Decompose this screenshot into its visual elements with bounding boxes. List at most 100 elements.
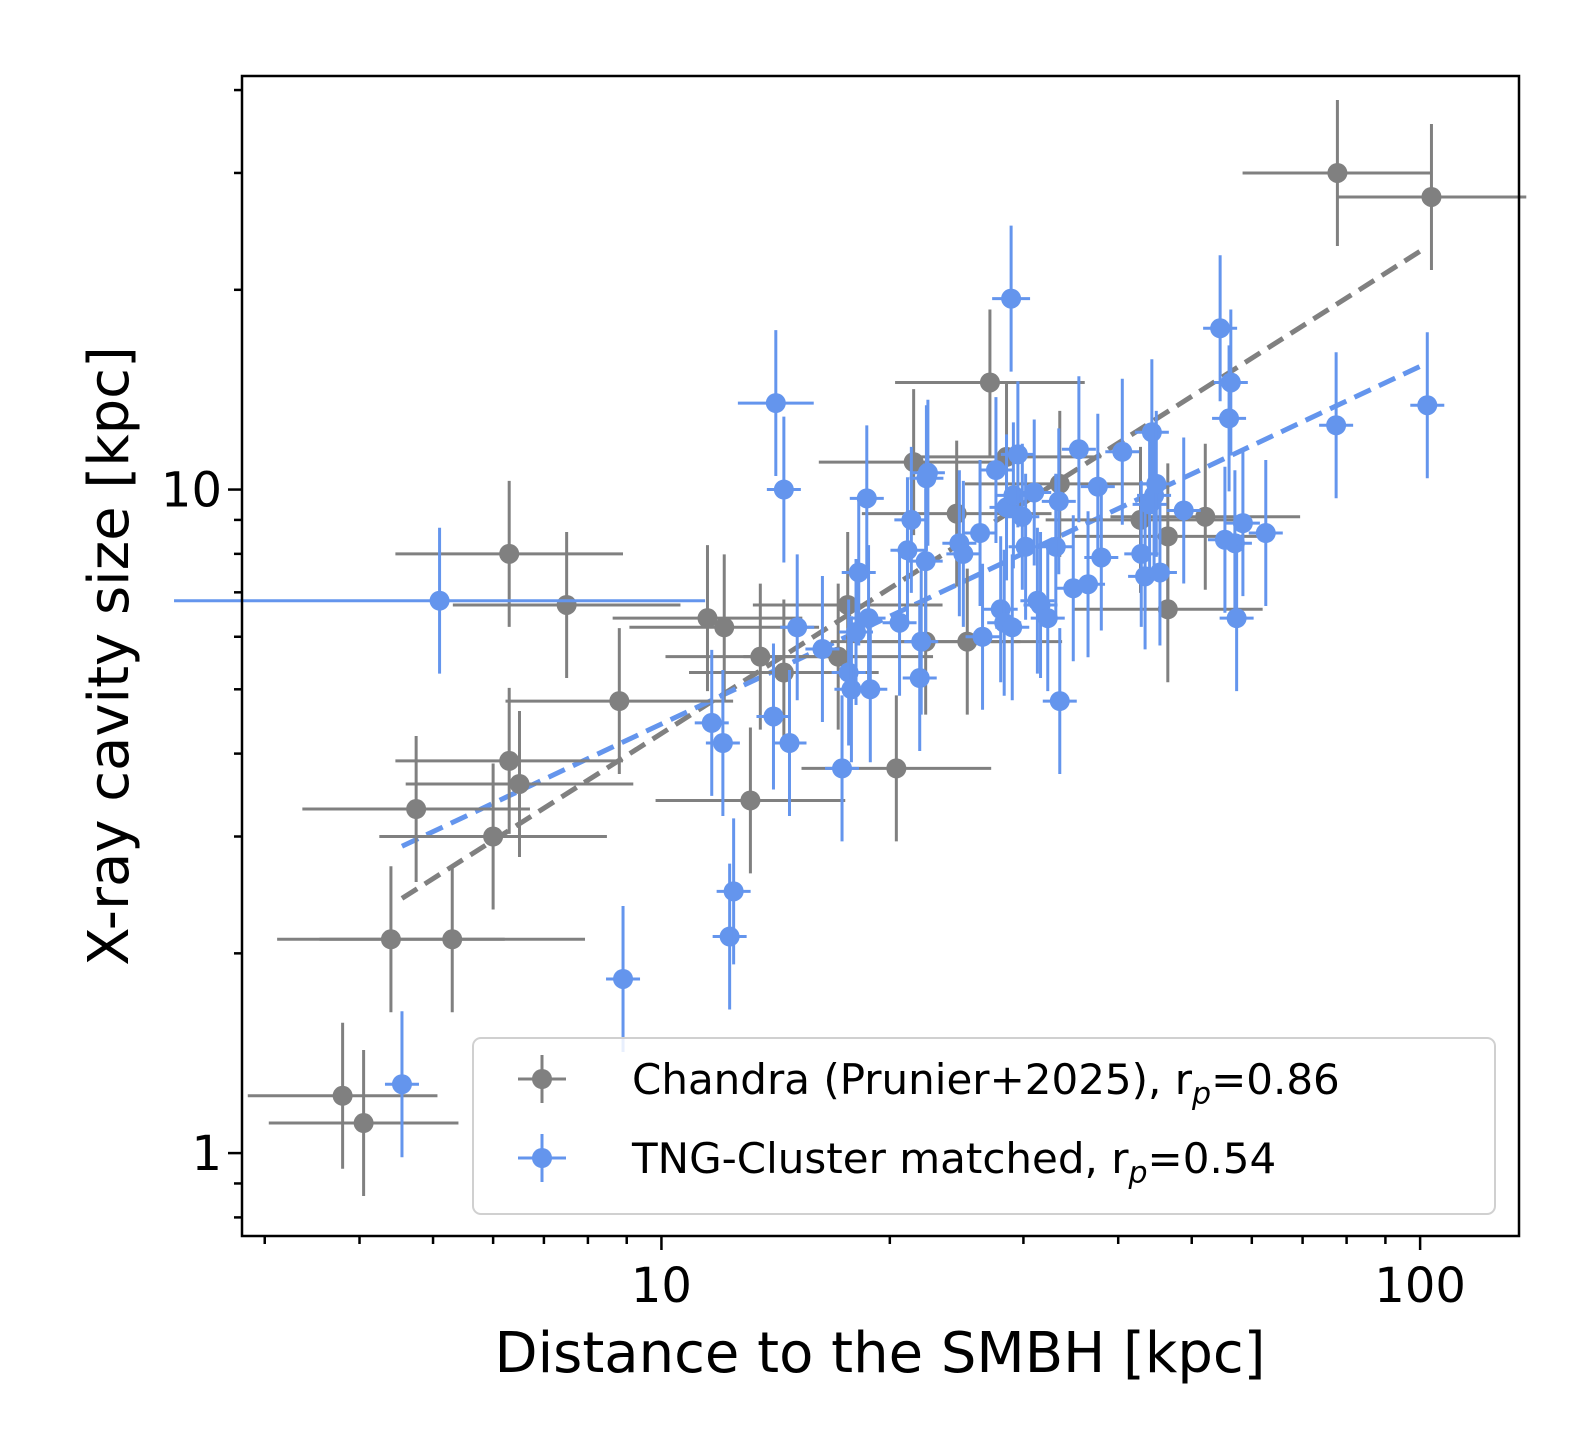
tng-marker-11	[787, 617, 808, 638]
tng-marker-25	[911, 631, 932, 652]
chandra-marker-31	[1421, 186, 1442, 207]
tng-point-12	[805, 576, 840, 723]
chandra-marker-13	[740, 790, 761, 811]
tng-point-6	[716, 818, 751, 965]
tng-marker-49	[1049, 691, 1070, 712]
chandra-point-7	[395, 687, 623, 834]
tng-point-25	[904, 568, 939, 715]
legend-chandra-text: Chandra (Prunier+2025), r	[632, 1055, 1193, 1104]
tng-marker-59	[1141, 422, 1162, 443]
chandra-marker-10	[609, 691, 630, 712]
tng-point-17	[841, 499, 876, 646]
tng-point-24	[902, 605, 937, 751]
tng-marker-6	[723, 881, 744, 902]
tng-marker-72	[1326, 415, 1347, 436]
tng-marker-67	[1220, 372, 1241, 393]
chandra-marker-16	[828, 646, 849, 667]
tng-point-19	[851, 545, 886, 692]
tng-point-66	[1212, 345, 1247, 492]
tng-marker-42	[1015, 536, 1036, 557]
tng-point-48	[1041, 428, 1076, 575]
x-tick-label-10: 10	[631, 1258, 692, 1314]
tng-point-26	[908, 488, 943, 635]
tng-point-21	[882, 549, 917, 696]
tng-point-7	[756, 643, 791, 790]
chandra-point-23	[895, 309, 1085, 456]
legend-marker-tng	[518, 1134, 566, 1182]
tng-marker-53	[1087, 476, 1108, 497]
tng-marker-4	[712, 732, 733, 753]
legend-tng-text: TNG-Cluster matched, r	[631, 1134, 1129, 1183]
tng-marker-54	[1091, 547, 1112, 568]
tng-marker-41	[1012, 506, 1033, 527]
tng-marker-8	[765, 393, 786, 414]
legend-label-chandra: Chandra (Prunier+2025), rp=0.86	[632, 1055, 1340, 1112]
legend-label-tng: TNG-Cluster matched, rp=0.54	[631, 1134, 1276, 1191]
chandra-marker-18	[886, 758, 907, 779]
x-tick-label-100: 100	[1374, 1258, 1466, 1314]
tng-marker-40	[1007, 444, 1028, 465]
axis-ticks	[228, 88, 1422, 1250]
tng-point-53	[1080, 413, 1115, 560]
tng-point-23	[894, 446, 929, 593]
chandra-point-13	[655, 727, 846, 874]
legend-chandra-sub: p	[1191, 1077, 1211, 1112]
tng-point-10	[772, 670, 807, 816]
tng-marker-43	[1024, 482, 1045, 503]
tng-marker-62	[1149, 562, 1170, 583]
tng-point-0	[384, 1011, 419, 1158]
tng-marker-22	[897, 540, 918, 561]
tng-point-13	[825, 695, 860, 842]
tng-point-14	[831, 599, 866, 746]
tng-marker-30	[953, 543, 974, 564]
tng-marker-3	[701, 712, 722, 733]
tng-point-16	[839, 559, 874, 705]
chandra-point-1	[268, 1050, 459, 1197]
tng-marker-46	[1037, 608, 1058, 629]
legend-tng-sub: p	[1128, 1156, 1148, 1191]
chandra-marker-11	[697, 608, 718, 629]
tng-marker-52	[1078, 574, 1099, 595]
tng-point-46	[1030, 545, 1065, 692]
tng-marker-38	[1002, 617, 1023, 638]
chandra-marker-3	[406, 799, 427, 820]
tng-point-30	[946, 480, 981, 627]
chandra-point-3	[302, 736, 530, 883]
chandra-marker-28	[1157, 599, 1178, 620]
tng-marker-10	[779, 732, 800, 753]
tng-marker-21	[889, 612, 910, 633]
tng-point-4	[705, 670, 740, 816]
fit-line-chandra	[400, 244, 1428, 901]
x-axis-title: Distance to the SMBH [kpc]	[494, 1321, 1265, 1386]
tng-series	[174, 225, 1445, 1158]
tng-marker-20	[860, 679, 881, 700]
tng-marker-18	[856, 488, 877, 509]
tng-point-18	[849, 425, 884, 572]
tng-marker-63	[1173, 500, 1194, 521]
tng-point-8	[737, 330, 814, 477]
tng-marker-73	[1417, 395, 1438, 416]
tng-point-1	[174, 527, 706, 674]
tng-point-32	[965, 563, 1000, 710]
tng-marker-51	[1068, 439, 1089, 460]
chandra-point-29	[1110, 443, 1301, 590]
chandra-marker-8	[509, 773, 530, 794]
chandra-marker-12	[714, 617, 735, 638]
fit-lines	[400, 244, 1428, 901]
tng-marker-5	[719, 926, 740, 947]
tng-marker-69	[1226, 608, 1247, 629]
tng-marker-28	[917, 462, 938, 483]
tng-marker-16	[846, 621, 867, 642]
chandra-series	[247, 99, 1527, 1197]
tng-point-38	[995, 554, 1030, 701]
chandra-marker-5	[483, 826, 504, 847]
tng-marker-66	[1219, 408, 1240, 429]
tng-marker-9	[773, 479, 794, 500]
tng-point-43	[1017, 419, 1052, 566]
tng-marker-61	[1146, 473, 1167, 494]
legend-box	[472, 1037, 1496, 1215]
tng-marker-14	[838, 662, 859, 683]
tng-marker-0	[391, 1074, 412, 1095]
legend: Chandra (Prunier+2025), rp=0.86 TNG-Clus…	[472, 1037, 1496, 1215]
